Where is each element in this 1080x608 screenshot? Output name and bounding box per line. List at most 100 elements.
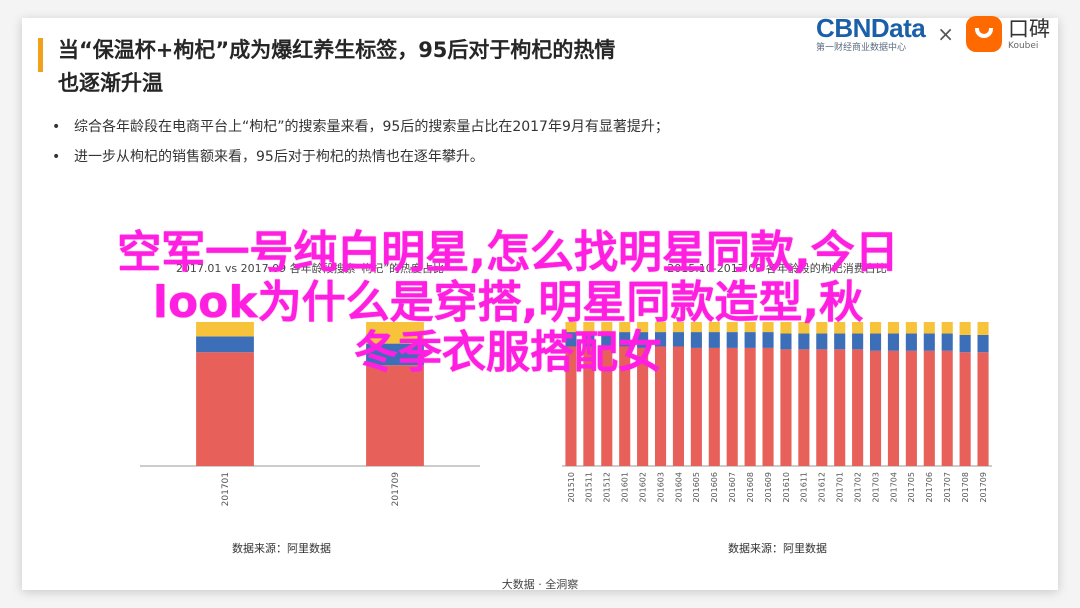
bar-segment-201605-s2 bbox=[690, 322, 702, 333]
cbndata-logo: CBNData 第一财经商业数据中心 bbox=[816, 14, 926, 54]
bar-segment-201608-s1 bbox=[744, 332, 756, 348]
bar-segment-201512-s1 bbox=[601, 332, 613, 347]
bar-segment-201603-s0 bbox=[654, 346, 667, 466]
chart-right-source: 数据来源：阿里数据 bbox=[728, 542, 827, 555]
logo-group: CBNData 第一财经商业数据中心 × 口碑 Koubei bbox=[816, 14, 1050, 54]
bar-segment-201706-s1 bbox=[923, 333, 935, 351]
x-tick-label-201702: 201702 bbox=[853, 472, 862, 503]
bar-segment-201707-s0 bbox=[941, 350, 953, 466]
footer-slogan: 大数据 · 全洞察 bbox=[501, 578, 579, 591]
bar-segment-201604-s2 bbox=[672, 322, 685, 333]
x-tick-label-201601: 201601 bbox=[621, 472, 630, 503]
x-tick-label-201706: 201706 bbox=[925, 472, 934, 503]
x-tick-label-201610: 201610 bbox=[782, 472, 791, 503]
chart-left: 2017.01 vs 2017.09 各年龄段搜索“枸杞”的热度占比 201701… bbox=[140, 261, 480, 506]
x-tick-label-201605: 201605 bbox=[692, 472, 701, 503]
bar-segment-201604-s1 bbox=[672, 332, 685, 347]
bar-segment-201606-s1 bbox=[708, 332, 720, 348]
bar-segment-201610-s0 bbox=[780, 349, 792, 466]
x-tick-label-201705: 201705 bbox=[907, 472, 916, 503]
bar-segment-201701-s0 bbox=[834, 349, 846, 466]
bar-segment-201511-s0 bbox=[583, 346, 595, 466]
x-tick-label-201701: 201701 bbox=[221, 472, 231, 506]
bar-segment-201601-s2 bbox=[619, 322, 631, 333]
x-tick-label-201707: 201707 bbox=[943, 472, 952, 503]
bar-segment-201608-s0 bbox=[744, 347, 756, 466]
headline-accent-bar bbox=[38, 38, 43, 72]
overlay-caption: 空军一号纯白明星,怎么找明星同款,今日 look为什么是穿搭,明星同款造型,秋 … bbox=[28, 228, 988, 378]
cbndata-logo-subtitle: 第一财经商业数据中心 bbox=[816, 43, 907, 53]
bar-segment-201705-s0 bbox=[905, 350, 917, 466]
bullet-item-2: 进一步从枸杞的销售额来看，95后对于枸杞的热情也在逐年攀升。 bbox=[48, 142, 669, 172]
overlay-line-2: look为什么是穿搭,明星同款造型,秋 bbox=[152, 277, 864, 328]
bar-segment-201709-s0 bbox=[977, 352, 989, 466]
bar-segment-201601-s0 bbox=[619, 346, 631, 466]
x-tick-label-201512: 201512 bbox=[603, 472, 612, 503]
bar-segment-201709-s2 bbox=[977, 322, 989, 335]
headline-line-2: 也逐渐升温 bbox=[58, 71, 163, 95]
bar-segment-201512-s2 bbox=[601, 322, 613, 333]
bar-segment-201604-s0 bbox=[672, 346, 685, 466]
bar-segment-201708-s2 bbox=[959, 322, 971, 335]
bar-segment-201701-s0 bbox=[196, 352, 254, 466]
koubei-logo: 口碑 Koubei bbox=[966, 16, 1050, 52]
bar-segment-201702-s2 bbox=[852, 322, 864, 334]
bar-segment-201510-s1 bbox=[565, 332, 577, 347]
bar-segment-201606-s2 bbox=[708, 322, 720, 333]
x-tick-label-201608: 201608 bbox=[746, 472, 755, 503]
x-tick-label-201609: 201609 bbox=[764, 472, 773, 503]
bar-segment-201611-s1 bbox=[798, 333, 810, 350]
bar-segment-201603-s1 bbox=[654, 332, 667, 347]
bar-segment-201611-s0 bbox=[798, 349, 810, 466]
headline-line-1: 当“保温杯+枸杞”成为爆红养生标签，95后对于枸杞的热情 bbox=[58, 38, 616, 62]
bar-segment-201709-s0 bbox=[366, 365, 424, 466]
x-tick-label-201701: 201701 bbox=[836, 472, 845, 503]
x-tick-label-201602: 201602 bbox=[638, 472, 647, 503]
bar-segment-201707-s2 bbox=[941, 322, 953, 334]
bar-segment-201511-s1 bbox=[583, 332, 595, 347]
bar-segment-201705-s1 bbox=[905, 333, 917, 351]
x-tick-label-201708: 201708 bbox=[961, 472, 970, 503]
x-tick-label-201709: 201709 bbox=[391, 472, 401, 507]
bar-segment-201603-s2 bbox=[654, 322, 667, 333]
bar-segment-201510-s2 bbox=[565, 322, 577, 333]
bar-segment-201602-s0 bbox=[637, 347, 649, 466]
bar-segment-201608-s2 bbox=[744, 322, 756, 333]
bar-segment-201703-s0 bbox=[869, 350, 882, 466]
bar-segment-201612-s1 bbox=[816, 333, 828, 350]
bar-segment-201610-s1 bbox=[780, 333, 792, 350]
x-tick-label-201703: 201703 bbox=[871, 472, 880, 503]
bar-segment-201607-s2 bbox=[726, 322, 738, 333]
bar-segment-201702-s0 bbox=[852, 349, 864, 466]
bullet-list: 综合各年龄段在电商平台上“枸杞”的搜索量来看，95后的搜索量占比在2017年9月… bbox=[48, 112, 669, 172]
x-tick-label-201603: 201603 bbox=[656, 472, 665, 503]
bar-segment-201708-s0 bbox=[959, 352, 971, 466]
bar-segment-201704-s0 bbox=[887, 350, 900, 466]
bar-segment-201709-s1 bbox=[977, 334, 989, 353]
bar-segment-201611-s2 bbox=[798, 322, 810, 334]
x-tick-label-201510: 201510 bbox=[567, 472, 576, 503]
chart-title: 2015.10-2017.09 各年龄段的枸杞消费占比 bbox=[667, 261, 886, 275]
bar-segment-201607-s0 bbox=[726, 347, 738, 466]
bar-segment-201701-s1 bbox=[834, 333, 846, 350]
x-tick-label-201704: 201704 bbox=[889, 472, 898, 503]
bar-segment-201610-s2 bbox=[780, 322, 792, 334]
bar-segment-201607-s1 bbox=[726, 332, 738, 348]
bar-segment-201601-s1 bbox=[619, 332, 631, 347]
bar-segment-201609-s1 bbox=[762, 332, 774, 348]
bar-segment-201705-s2 bbox=[905, 322, 917, 334]
bar-segment-201510-s0 bbox=[565, 346, 577, 466]
bar-segment-201612-s2 bbox=[816, 322, 828, 334]
x-tick-label-201604: 201604 bbox=[674, 472, 683, 503]
bar-segment-201706-s0 bbox=[923, 350, 935, 466]
x-tick-label-201511: 201511 bbox=[585, 472, 594, 503]
bar-segment-201706-s2 bbox=[923, 322, 935, 334]
bar-segment-201701-s2 bbox=[834, 322, 846, 334]
chart-title: 2017.01 vs 2017.09 各年龄段搜索“枸杞”的热度占比 bbox=[176, 261, 444, 275]
bar-segment-201609-s2 bbox=[762, 322, 774, 333]
bar-segment-201609-s0 bbox=[762, 347, 774, 466]
koubei-smile-icon bbox=[966, 16, 1002, 52]
x-tick-label-201612: 201612 bbox=[818, 472, 827, 503]
chart-right: 2015.10-2017.09 各年龄段的枸杞消费占比 201510 201511 2… bbox=[562, 261, 992, 503]
